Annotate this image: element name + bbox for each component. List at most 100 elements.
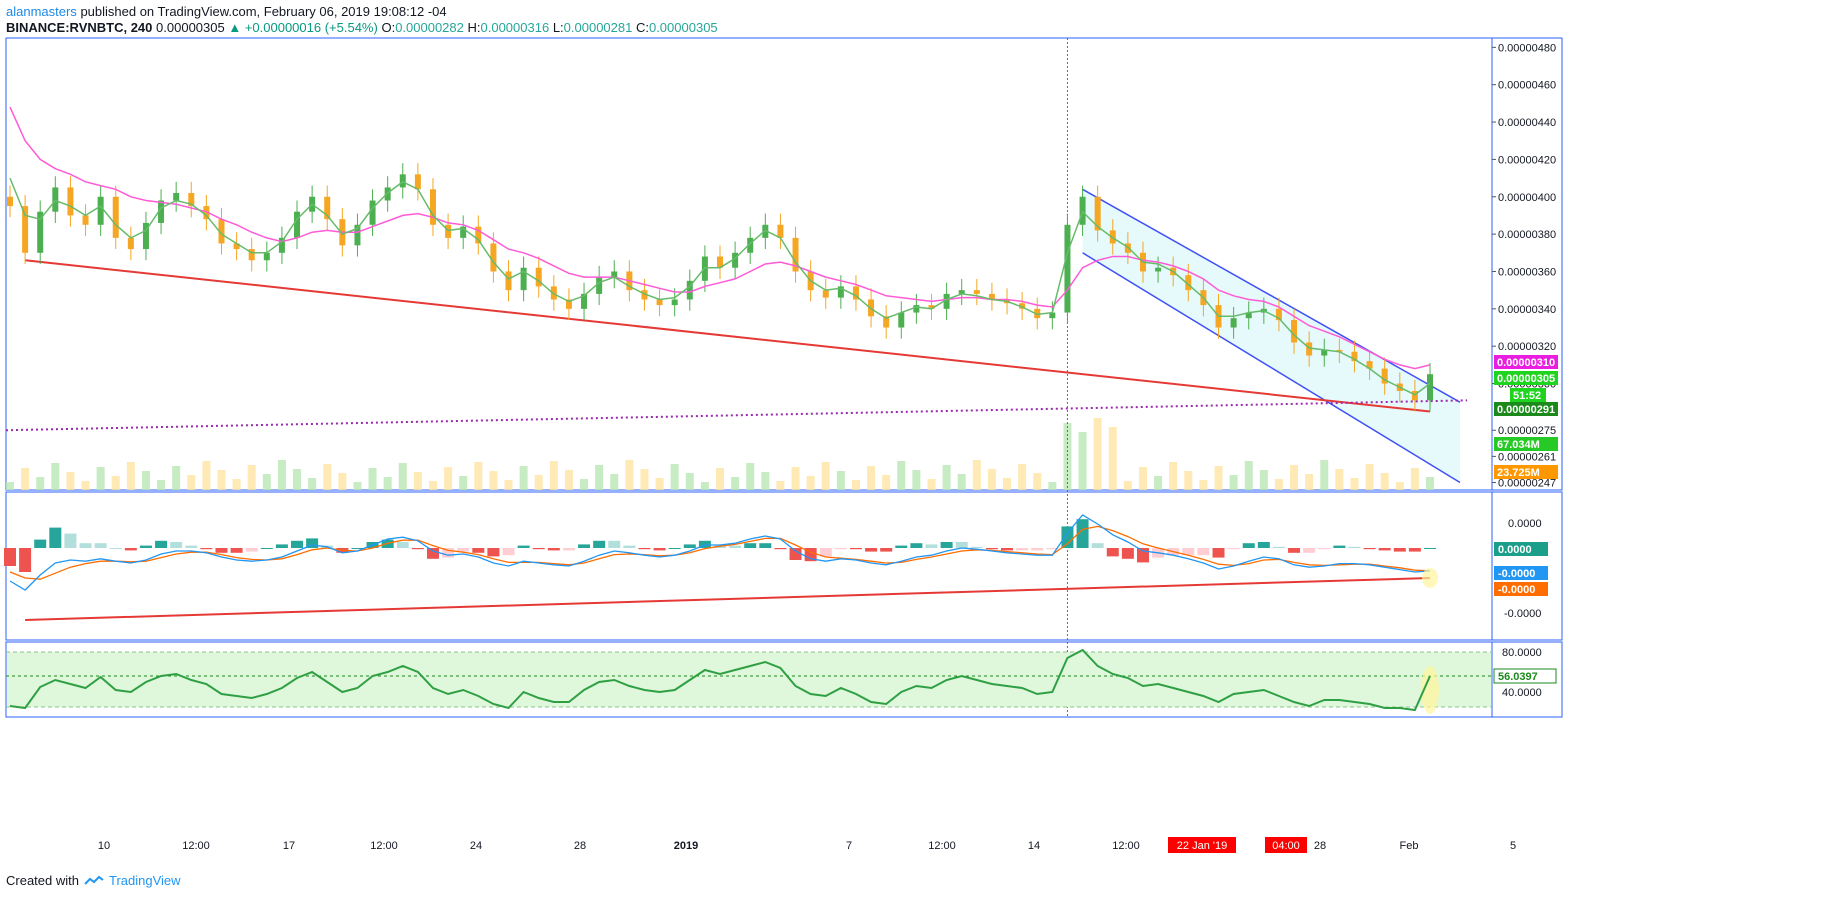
- macd-histogram-bar: [638, 548, 651, 550]
- volume-bar: [640, 469, 649, 490]
- volume-bar: [504, 480, 513, 490]
- volume-bar: [21, 468, 30, 490]
- ema-fast-line: [9, 177, 1431, 396]
- volume-bar: [277, 460, 286, 490]
- candle-body: [943, 293, 950, 309]
- macd-axis-label-bg: [1494, 566, 1548, 580]
- descending-trendline: [24, 259, 1431, 413]
- candle-body: [1109, 230, 1116, 244]
- macd-histogram-bar: [472, 548, 485, 553]
- channel-lower-line: [1082, 252, 1461, 484]
- rsi-highlight: [1421, 666, 1439, 714]
- candle-body: [732, 252, 739, 268]
- x-tick-label: 12:00: [370, 840, 398, 852]
- volume-bar: [1290, 465, 1299, 490]
- volume-bar: [1184, 471, 1193, 490]
- volume-bar: [1335, 469, 1344, 490]
- volume-bar: [806, 476, 815, 490]
- candle-body: [1155, 267, 1162, 272]
- volume-bar: [323, 464, 332, 490]
- volume-bar: [1108, 427, 1117, 490]
- candle-body: [596, 277, 603, 294]
- close-label: C:: [635, 20, 649, 35]
- candle-body: [581, 293, 588, 309]
- ohlc-bar: BINANCE:RVNBTC, 240 0.00000305 ▲ +0.0000…: [6, 20, 718, 35]
- volume-bar: [564, 470, 573, 490]
- macd-histogram-bar: [865, 548, 878, 552]
- volume-bar: [262, 474, 271, 490]
- macd-histogram-bar: [487, 548, 500, 557]
- macd-histogram-bar: [1303, 548, 1316, 553]
- macd-histogram-bar: [668, 548, 681, 549]
- macd-histogram-bar: [275, 544, 288, 548]
- volume-bar: [761, 472, 770, 490]
- macd-histogram-bar: [985, 548, 998, 550]
- macd-histogram-bar: [849, 548, 862, 550]
- volume-bar: [882, 475, 891, 490]
- macd-histogram-bar: [955, 542, 968, 548]
- macd-histogram-bar: [653, 548, 666, 551]
- macd-highlight: [1422, 568, 1438, 588]
- x-axis-date-marker: 04:00: [1272, 840, 1300, 852]
- volume-bar: [81, 481, 90, 490]
- x-tick-label: 12:00: [182, 840, 210, 852]
- volume-bar: [1123, 481, 1132, 490]
- macd-histogram-bar: [593, 540, 606, 548]
- macd-histogram-bar: [774, 548, 787, 550]
- price-axis-label: 0.00000291: [1497, 404, 1555, 416]
- candle-body: [505, 271, 512, 291]
- volume-bar: [867, 466, 876, 490]
- candle-body: [611, 271, 618, 278]
- candle-body: [248, 249, 255, 261]
- last-price: 0.00000305: [156, 20, 225, 35]
- macd-histogram-bar: [155, 540, 168, 548]
- candle-body: [37, 211, 44, 253]
- volume-bar: [1274, 479, 1283, 490]
- volume-bar: [625, 460, 634, 490]
- candle-body: [913, 305, 920, 313]
- price-axis-label: 51:52: [1513, 390, 1541, 402]
- candle-body: [429, 189, 436, 225]
- macd-y-tick-label: 0.0000: [1508, 518, 1542, 530]
- macd-histogram-bar: [1106, 548, 1119, 557]
- volume-bar: [851, 480, 860, 490]
- macd-histogram-bar: [895, 545, 908, 548]
- x-tick-label: 7: [846, 840, 852, 852]
- candle-body: [535, 267, 542, 287]
- x-tick-label: 12:00: [928, 840, 956, 852]
- macd-histogram-bar: [1408, 548, 1421, 552]
- low-value: 0.00000281: [563, 20, 633, 35]
- macd-histogram-bar: [1182, 548, 1195, 556]
- volume-bar: [187, 475, 196, 490]
- candle-body: [565, 299, 572, 309]
- price-axis-label-bg: [1494, 465, 1558, 479]
- volume-bar: [670, 464, 679, 490]
- macd-histogram-bar: [910, 543, 923, 548]
- candle-body: [1275, 308, 1282, 321]
- macd-histogram-bar: [94, 543, 107, 548]
- macd-signal-line: [9, 525, 1431, 580]
- volume-bar: [610, 474, 619, 490]
- volume-bar: [1305, 474, 1314, 490]
- macd-axis-label: -0.0000: [1498, 584, 1535, 596]
- created-with-label: Created with: [6, 873, 79, 888]
- macd-histogram-bar: [834, 548, 847, 550]
- volume-bar: [519, 466, 528, 490]
- macd-histogram-bar: [683, 544, 696, 548]
- macd-histogram-bar: [1197, 548, 1210, 556]
- candle-body: [1351, 351, 1358, 362]
- macd-histogram-bar: [789, 548, 802, 560]
- volume-bar: [474, 462, 483, 490]
- tradingview-link[interactable]: TradingView: [108, 873, 181, 888]
- volume-bar: [413, 472, 422, 490]
- candle-body: [1064, 224, 1071, 313]
- author-link[interactable]: alanmasters: [6, 4, 77, 19]
- volume-bar: [731, 477, 740, 490]
- macd-histogram-bar: [306, 538, 319, 548]
- volume-bar: [353, 482, 362, 490]
- volume-bar: [217, 470, 226, 490]
- macd-histogram-bar: [1393, 548, 1406, 552]
- volume-bar: [157, 480, 166, 490]
- open-value: 0.00000282: [395, 20, 464, 35]
